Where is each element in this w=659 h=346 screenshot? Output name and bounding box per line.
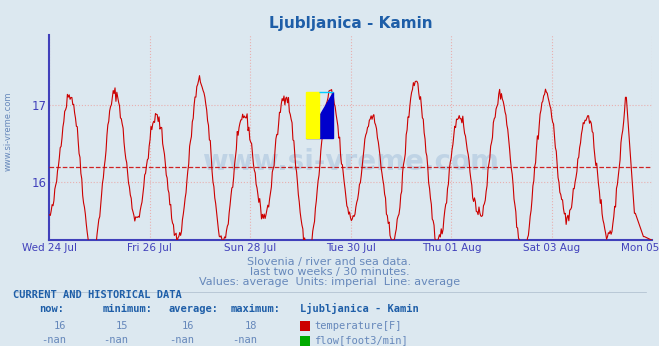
Text: -nan: -nan xyxy=(103,335,129,345)
Text: www.si-vreme.com: www.si-vreme.com xyxy=(3,92,13,171)
Text: www.si-vreme.com: www.si-vreme.com xyxy=(202,148,500,176)
Text: Values: average  Units: imperial  Line: average: Values: average Units: imperial Line: av… xyxy=(199,277,460,288)
Text: Slovenia / river and sea data.: Slovenia / river and sea data. xyxy=(247,257,412,267)
Text: 16: 16 xyxy=(53,321,66,331)
Title: Ljubljanica - Kamin: Ljubljanica - Kamin xyxy=(269,16,433,31)
Text: average:: average: xyxy=(168,304,218,314)
Text: -nan: -nan xyxy=(232,335,257,345)
Text: -nan: -nan xyxy=(41,335,66,345)
Text: CURRENT AND HISTORICAL DATA: CURRENT AND HISTORICAL DATA xyxy=(13,290,182,300)
Text: -nan: -nan xyxy=(169,335,194,345)
Text: 15: 15 xyxy=(116,321,129,331)
Text: 16: 16 xyxy=(182,321,194,331)
Polygon shape xyxy=(306,92,319,138)
Text: minimum:: minimum: xyxy=(102,304,152,314)
Polygon shape xyxy=(306,92,333,138)
Text: flow[foot3/min]: flow[foot3/min] xyxy=(314,335,408,345)
Text: now:: now: xyxy=(40,304,65,314)
Text: temperature[F]: temperature[F] xyxy=(314,321,402,331)
Text: last two weeks / 30 minutes.: last two weeks / 30 minutes. xyxy=(250,267,409,277)
Text: maximum:: maximum: xyxy=(231,304,281,314)
Text: 18: 18 xyxy=(244,321,257,331)
Text: Ljubljanica - Kamin: Ljubljanica - Kamin xyxy=(300,303,418,314)
